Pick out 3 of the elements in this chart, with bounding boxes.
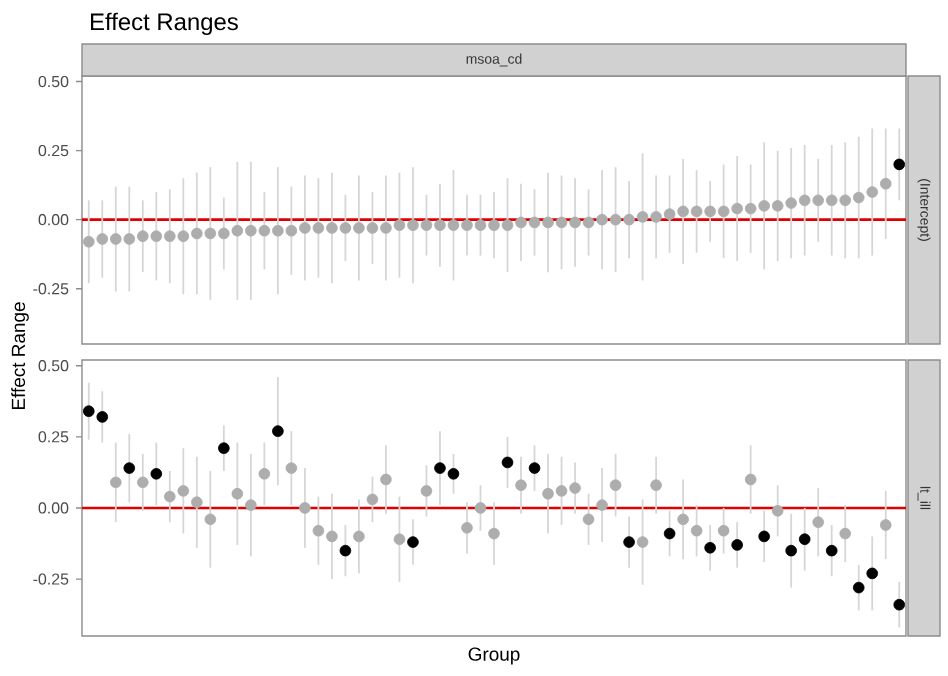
chart-title: Effect Ranges	[91, 12, 238, 35]
x-axis-title: Group	[468, 647, 520, 665]
y-axis-title: Effect Range	[11, 302, 29, 409]
